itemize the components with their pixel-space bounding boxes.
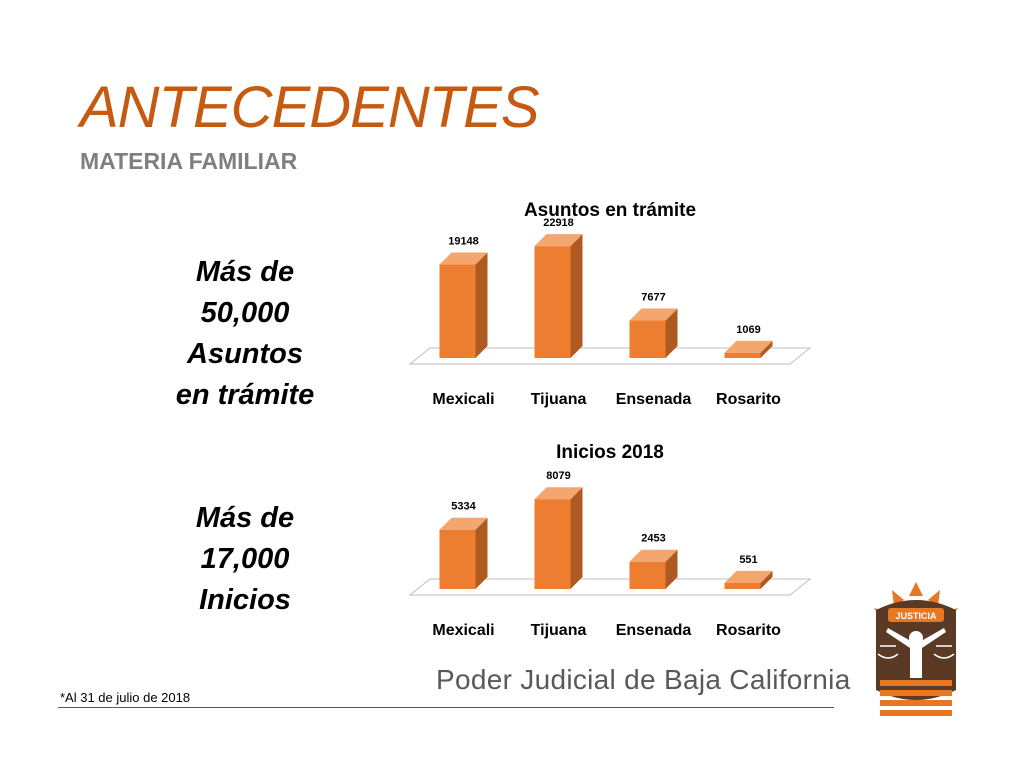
bar-side	[665, 308, 678, 358]
data-label: 22918	[543, 217, 574, 229]
bar	[439, 264, 476, 358]
page-subtitle: MATERIA FAMILIAR	[80, 148, 298, 174]
callout-line: en trámite	[175, 379, 315, 411]
bar-side	[570, 234, 583, 358]
category-label: Tijuana	[531, 622, 587, 639]
category-label: Mexicali	[432, 622, 494, 639]
callout-line: Inicios	[199, 584, 291, 616]
data-label: 2453	[641, 533, 665, 545]
callout-line: Asuntos	[187, 338, 303, 370]
category-label: Rosarito	[716, 622, 781, 639]
bar-chart-inicios: 5334 Mexicali 8079 Tijuana 2453 Ensenada 551 Ro…	[408, 470, 812, 639]
emblem-figure-body	[886, 628, 946, 678]
callout-line: 17,000	[200, 543, 290, 575]
category-label: Tijuana	[531, 391, 587, 408]
data-label: 8079	[546, 470, 570, 482]
callout-line: 50,000	[200, 297, 290, 329]
bar-top	[724, 340, 773, 353]
bar-side	[475, 252, 488, 358]
emblem-banner	[888, 608, 944, 622]
page-title: ANTECEDENTES	[80, 75, 540, 140]
data-label: 19148	[448, 236, 479, 248]
data-label: 7677	[641, 292, 665, 304]
category-label: Ensenada	[616, 622, 692, 639]
bar	[439, 529, 476, 589]
chart-asuntos: Asuntos en trámite 19148 Mexicali 22918 Tij…	[380, 196, 840, 416]
bar-top	[534, 487, 583, 500]
callout-line: Más de	[195, 502, 295, 534]
chart-inicios: Inicios 2018 5334 Mexicali 8079 Tijuana 2453…	[380, 438, 840, 648]
bar	[629, 561, 666, 589]
bar-top	[439, 252, 488, 265]
bar	[724, 582, 761, 589]
bar-top	[439, 517, 488, 530]
chart-floor	[408, 578, 812, 596]
chart-floor	[408, 347, 812, 365]
chart-title: Asuntos en trámite	[523, 200, 697, 221]
data-label: 5334	[451, 501, 476, 513]
emblem-stripes	[880, 680, 952, 716]
bar	[534, 499, 571, 589]
bar-side	[570, 487, 583, 589]
bar-top	[534, 234, 583, 247]
footer-divider	[58, 707, 834, 708]
bar	[629, 320, 666, 358]
emblem-figure-head	[909, 631, 923, 645]
justice-emblem-logo: JUSTICIA	[874, 582, 958, 716]
category-label: Mexicali	[432, 391, 494, 408]
category-label: Rosarito	[716, 391, 781, 408]
bar-top	[629, 549, 678, 562]
bar-side	[760, 570, 773, 589]
bar-side	[760, 340, 773, 358]
emblem-scales	[877, 645, 955, 659]
bar-side	[475, 517, 488, 589]
bar-side	[665, 549, 678, 589]
emblem-banner-text: JUSTICIA	[895, 611, 937, 621]
callout-asuntos: Más de 50,000 Asuntos en trámite	[150, 252, 340, 416]
chart-title: Inicios 2018	[556, 442, 664, 463]
bar-top	[629, 308, 678, 321]
bar-top	[724, 570, 773, 583]
data-label: 551	[739, 554, 757, 566]
data-label: 1069	[736, 324, 760, 336]
bar-chart-asuntos: 19148 Mexicali 22918 Tijuana 7677 Ensenada 106…	[408, 217, 812, 408]
footnote: *Al 31 de julio de 2018	[60, 690, 191, 705]
category-label: Ensenada	[616, 391, 692, 408]
institution-name: Poder Judicial de Baja California	[436, 664, 851, 695]
callout-inicios: Más de 17,000 Inicios	[150, 498, 340, 621]
callout-line: Más de	[195, 256, 295, 288]
bar	[724, 352, 761, 358]
bar	[534, 246, 571, 358]
